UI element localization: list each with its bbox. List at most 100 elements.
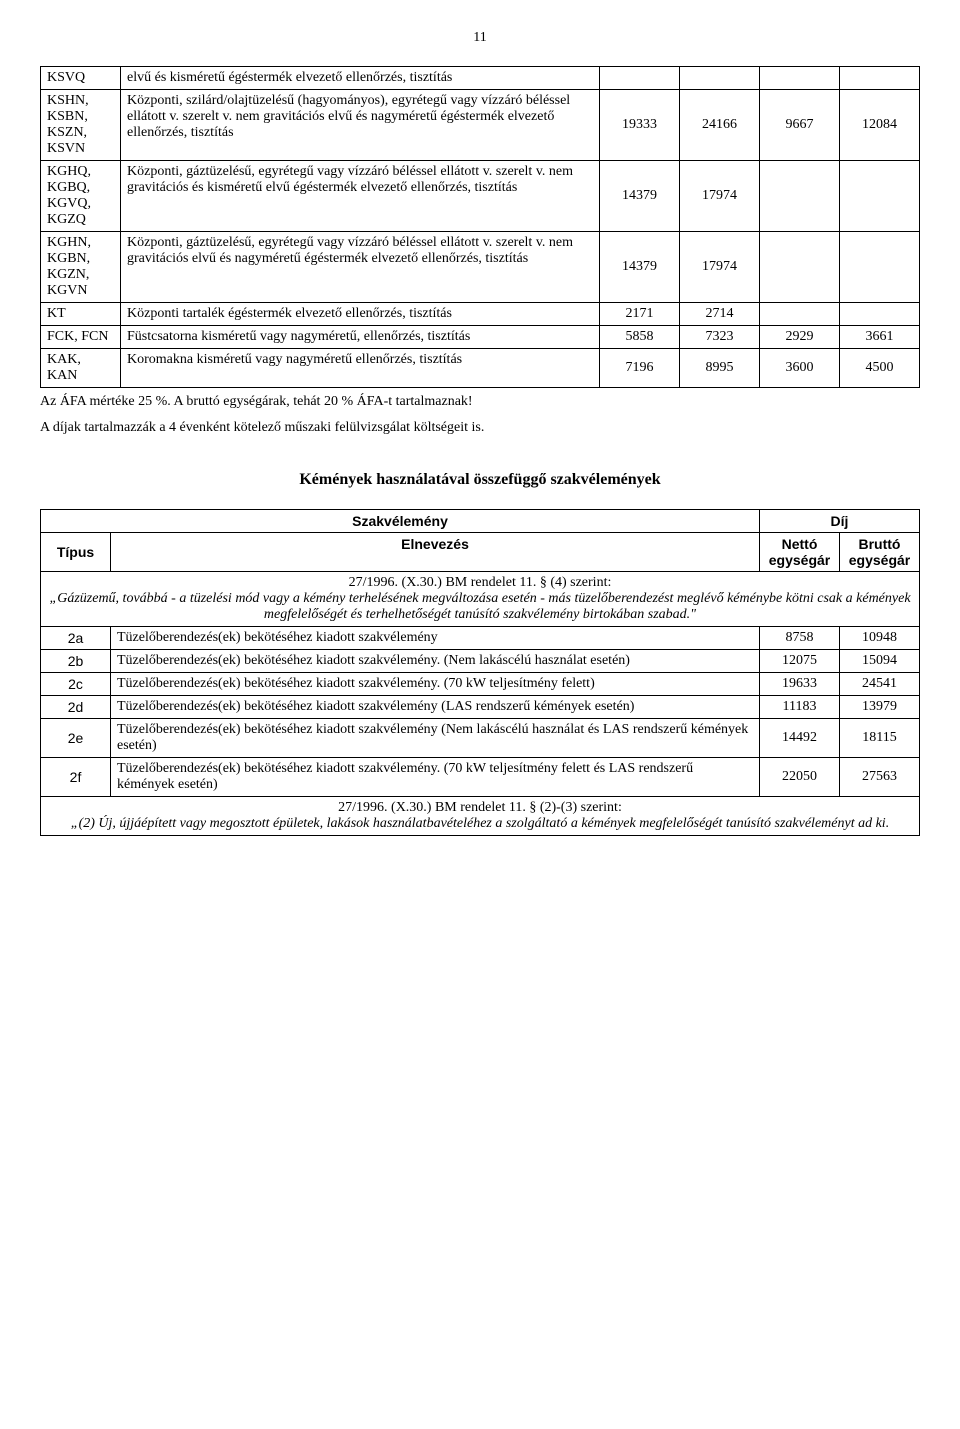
num-cell: 24166 — [680, 90, 760, 161]
outro-row: 27/1996. (X.30.) BM rendelet 11. § (2)-(… — [41, 797, 920, 836]
netto-cell: 8758 — [760, 627, 840, 650]
table-row: KSHN, KSBN, KSZN, KSVNKözponti, szilárd/… — [41, 90, 920, 161]
desc-cell: Tüzelőberendezés(ek) bekötéséhez kiadott… — [111, 696, 760, 719]
page-number: 11 — [40, 30, 920, 46]
desc-cell: Tüzelőberendezés(ek) bekötéséhez kiadott… — [111, 673, 760, 696]
type-cell: 2d — [41, 696, 111, 719]
desc-cell: Központi, szilárd/olajtüzelésű (hagyomán… — [121, 90, 600, 161]
brutto-cell: 10948 — [840, 627, 920, 650]
table-row: 2bTüzelőberendezés(ek) bekötéséhez kiado… — [41, 650, 920, 673]
table-row: 2cTüzelőberendezés(ek) bekötéséhez kiado… — [41, 673, 920, 696]
desc-cell: Tüzelőberendezés(ek) bekötéséhez kiadott… — [111, 758, 760, 797]
desc-cell: Központi tartalék égéstermék elvezető el… — [121, 303, 600, 326]
num-cell: 14379 — [600, 232, 680, 303]
num-cell: 12084 — [840, 90, 920, 161]
code-cell: KGHN, KGBN, KGZN, KGVN — [41, 232, 121, 303]
table-row: 2fTüzelőberendezés(ek) bekötéséhez kiado… — [41, 758, 920, 797]
type-cell: 2f — [41, 758, 111, 797]
afa-note: Az ÁFA mértéke 25 %. A bruttó egységárak… — [40, 394, 920, 410]
brutto-cell: 15094 — [840, 650, 920, 673]
header-row: TípusElnevezésNettó egységárBruttó egysé… — [41, 533, 920, 572]
num-cell — [840, 303, 920, 326]
table-row: KTKözponti tartalék égéstermék elvezető … — [41, 303, 920, 326]
netto-cell: 11183 — [760, 696, 840, 719]
num-cell: 4500 — [840, 349, 920, 388]
intro-ref: 27/1996. (X.30.) BM rendelet 11. § (4) s… — [349, 575, 612, 590]
table-row: KSVQelvű és kisméretű égéstermék elvezet… — [41, 67, 920, 90]
netto-cell: 12075 — [760, 650, 840, 673]
service-price-table: KSVQelvű és kisméretű égéstermék elvezet… — [40, 66, 920, 388]
num-cell — [760, 161, 840, 232]
type-cell: 2e — [41, 719, 111, 758]
num-cell: 7196 — [600, 349, 680, 388]
desc-cell: Központi, gáztüzelésű, egyrétegű vagy ví… — [121, 161, 600, 232]
dij-note: A díjak tartalmazzák a 4 évenként kötele… — [40, 420, 920, 436]
num-cell: 2714 — [680, 303, 760, 326]
desc-cell: Tüzelőberendezés(ek) bekötéséhez kiadott… — [111, 650, 760, 673]
num-cell: 17974 — [680, 161, 760, 232]
header-szakvelemeny: Szakvélemény — [41, 510, 760, 533]
header-elnevezes: Elnevezés — [111, 533, 760, 572]
table-row: 2eTüzelőberendezés(ek) bekötéséhez kiado… — [41, 719, 920, 758]
netto-cell: 22050 — [760, 758, 840, 797]
num-cell: 2171 — [600, 303, 680, 326]
desc-cell: Koromakna kisméretű vagy nagyméretű elle… — [121, 349, 600, 388]
desc-cell: elvű és kisméretű égéstermék elvezető el… — [121, 67, 600, 90]
table-row: KAK, KANKoromakna kisméretű vagy nagymér… — [41, 349, 920, 388]
num-cell: 19333 — [600, 90, 680, 161]
table-row: KGHQ, KGBQ, KGVQ, KGZQKözponti, gáztüzel… — [41, 161, 920, 232]
brutto-cell: 18115 — [840, 719, 920, 758]
brutto-cell: 27563 — [840, 758, 920, 797]
num-cell: 9667 — [760, 90, 840, 161]
intro-row: 27/1996. (X.30.) BM rendelet 11. § (4) s… — [41, 572, 920, 627]
desc-cell: Tüzelőberendezés(ek) bekötéséhez kiadott… — [111, 627, 760, 650]
code-cell: KSHN, KSBN, KSZN, KSVN — [41, 90, 121, 161]
netto-cell: 19633 — [760, 673, 840, 696]
num-cell — [840, 161, 920, 232]
intro-quote: „Gázüzemű, továbbá - a tüzelési mód vagy… — [49, 591, 910, 622]
section-title: Kémények használatával összefüggő szakvé… — [40, 471, 920, 489]
num-cell: 7323 — [680, 326, 760, 349]
code-cell: KAK, KAN — [41, 349, 121, 388]
header-tipus: Típus — [41, 533, 111, 572]
num-cell — [840, 232, 920, 303]
outro-quote: „(2) Új, újjáépített vagy megosztott épü… — [71, 816, 889, 831]
intro-cell: 27/1996. (X.30.) BM rendelet 11. § (4) s… — [41, 572, 920, 627]
netto-cell: 14492 — [760, 719, 840, 758]
header-brutto: Bruttó egységár — [840, 533, 920, 572]
header-netto: Nettó egységár — [760, 533, 840, 572]
num-cell: 3600 — [760, 349, 840, 388]
num-cell — [680, 67, 760, 90]
desc-cell: Füstcsatorna kisméretű vagy nagyméretű, … — [121, 326, 600, 349]
num-cell: 5858 — [600, 326, 680, 349]
table-row: KGHN, KGBN, KGZN, KGVNKözponti, gáztüzel… — [41, 232, 920, 303]
table-row: 2dTüzelőberendezés(ek) bekötéséhez kiado… — [41, 696, 920, 719]
type-cell: 2a — [41, 627, 111, 650]
num-cell — [760, 67, 840, 90]
num-cell — [760, 232, 840, 303]
num-cell: 8995 — [680, 349, 760, 388]
brutto-cell: 24541 — [840, 673, 920, 696]
num-cell: 17974 — [680, 232, 760, 303]
brutto-cell: 13979 — [840, 696, 920, 719]
code-cell: FCK, FCN — [41, 326, 121, 349]
num-cell: 3661 — [840, 326, 920, 349]
num-cell — [760, 303, 840, 326]
type-cell: 2b — [41, 650, 111, 673]
num-cell — [600, 67, 680, 90]
header-dij: Díj — [760, 510, 920, 533]
num-cell: 14379 — [600, 161, 680, 232]
desc-cell: Tüzelőberendezés(ek) bekötéséhez kiadott… — [111, 719, 760, 758]
type-cell: 2c — [41, 673, 111, 696]
outro-ref: 27/1996. (X.30.) BM rendelet 11. § (2)-(… — [338, 800, 622, 815]
code-cell: KT — [41, 303, 121, 326]
code-cell: KSVQ — [41, 67, 121, 90]
expert-opinion-table: SzakvéleményDíjTípusElnevezésNettó egysé… — [40, 509, 920, 836]
table-row: 2aTüzelőberendezés(ek) bekötéséhez kiado… — [41, 627, 920, 650]
outro-cell: 27/1996. (X.30.) BM rendelet 11. § (2)-(… — [41, 797, 920, 836]
header-row: SzakvéleményDíj — [41, 510, 920, 533]
num-cell — [840, 67, 920, 90]
num-cell: 2929 — [760, 326, 840, 349]
code-cell: KGHQ, KGBQ, KGVQ, KGZQ — [41, 161, 121, 232]
table-row: FCK, FCNFüstcsatorna kisméretű vagy nagy… — [41, 326, 920, 349]
